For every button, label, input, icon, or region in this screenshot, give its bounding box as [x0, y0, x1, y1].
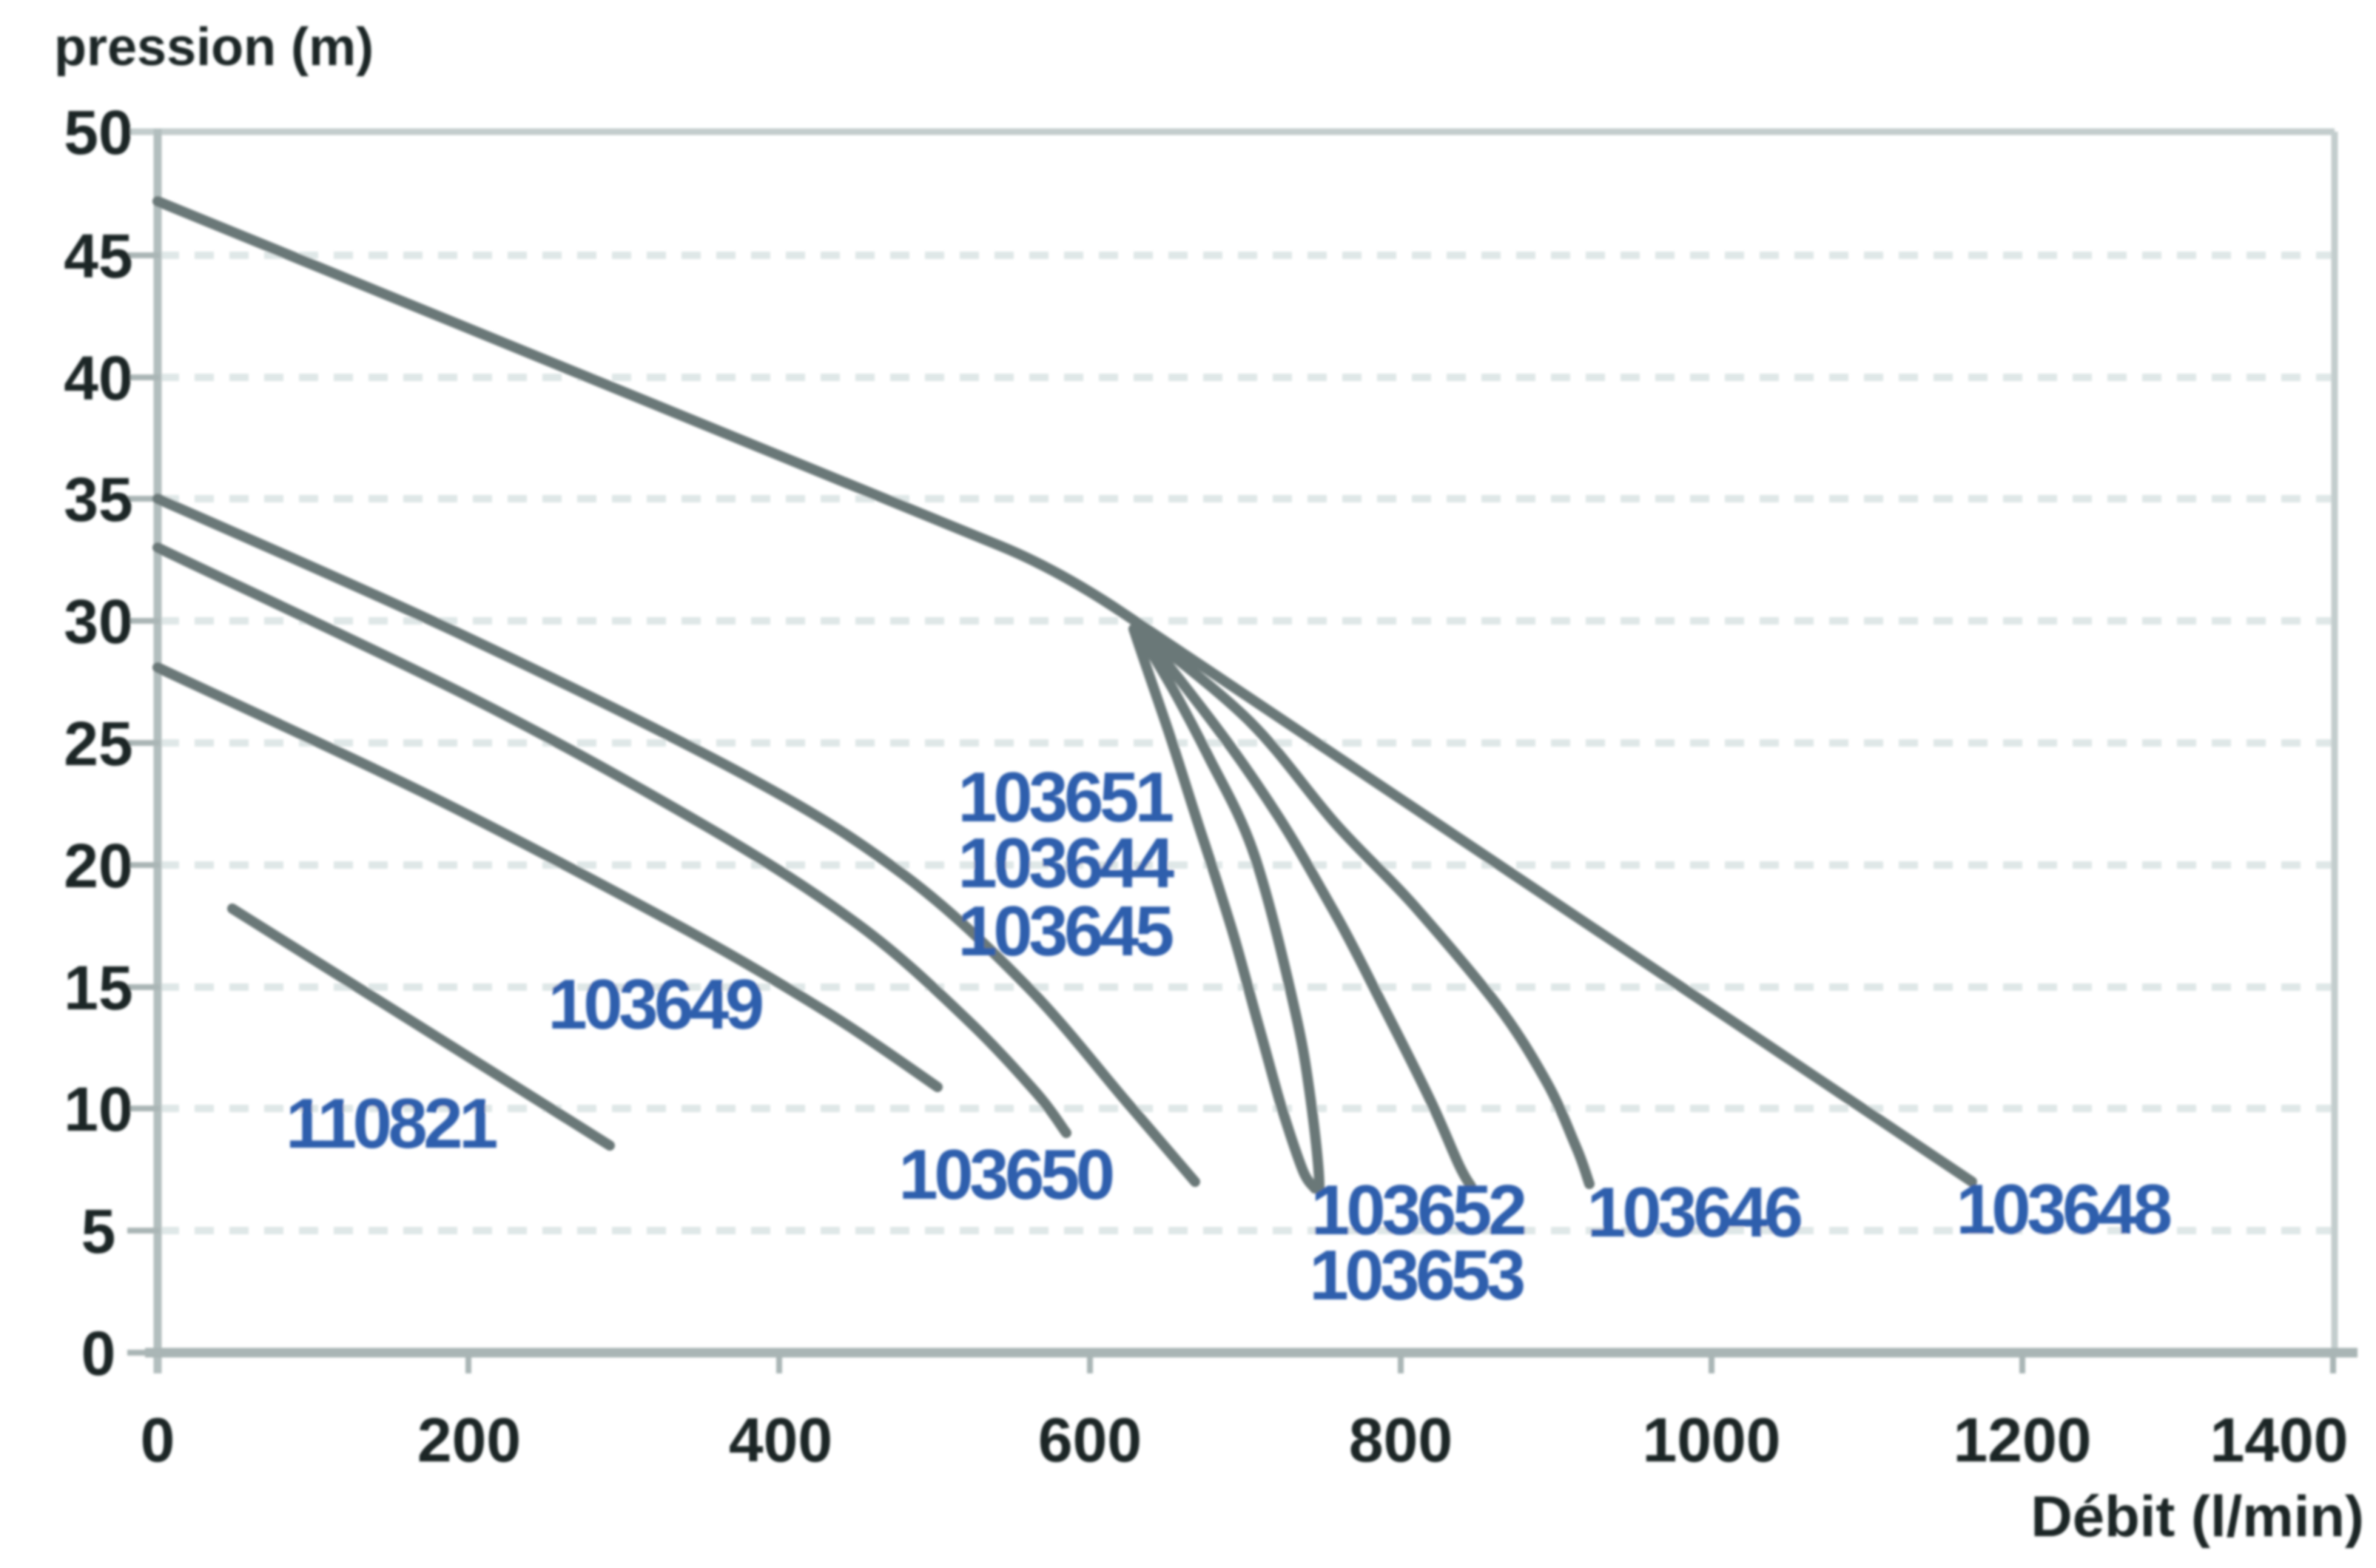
svg-text:30: 30	[64, 587, 132, 656]
svg-text:103645: 103645	[958, 892, 1172, 971]
svg-text:0: 0	[81, 1319, 116, 1388]
svg-text:103649: 103649	[548, 965, 761, 1044]
svg-text:200: 200	[417, 1405, 521, 1475]
svg-text:103650: 103650	[898, 1135, 1112, 1214]
svg-text:800: 800	[1349, 1405, 1453, 1475]
svg-text:10: 10	[64, 1074, 132, 1144]
svg-text:pression (m): pression (m)	[54, 18, 374, 77]
svg-text:400: 400	[729, 1405, 832, 1475]
svg-text:103644: 103644	[958, 824, 1174, 903]
svg-text:103648: 103648	[1956, 1170, 2170, 1249]
svg-text:103646: 103646	[1586, 1173, 1800, 1252]
svg-text:35: 35	[64, 465, 132, 534]
svg-text:20: 20	[64, 831, 132, 901]
svg-text:103653: 103653	[1309, 1236, 1523, 1315]
svg-text:25: 25	[64, 709, 132, 778]
svg-text:600: 600	[1038, 1405, 1142, 1475]
svg-text:40: 40	[64, 343, 132, 413]
svg-text:0: 0	[141, 1405, 175, 1475]
svg-text:103652: 103652	[1310, 1171, 1524, 1250]
svg-text:15: 15	[64, 953, 132, 1023]
svg-text:1400: 1400	[2210, 1405, 2349, 1475]
svg-text:1200: 1200	[1953, 1405, 2092, 1475]
svg-text:5: 5	[81, 1197, 116, 1266]
svg-text:Débit (l/min): Débit (l/min)	[2030, 1484, 2364, 1549]
svg-text:110821: 110821	[286, 1084, 497, 1163]
svg-text:50: 50	[64, 98, 132, 167]
svg-text:1000: 1000	[1643, 1405, 1781, 1475]
svg-text:45: 45	[64, 221, 132, 291]
svg-text:103651: 103651	[958, 758, 1172, 837]
